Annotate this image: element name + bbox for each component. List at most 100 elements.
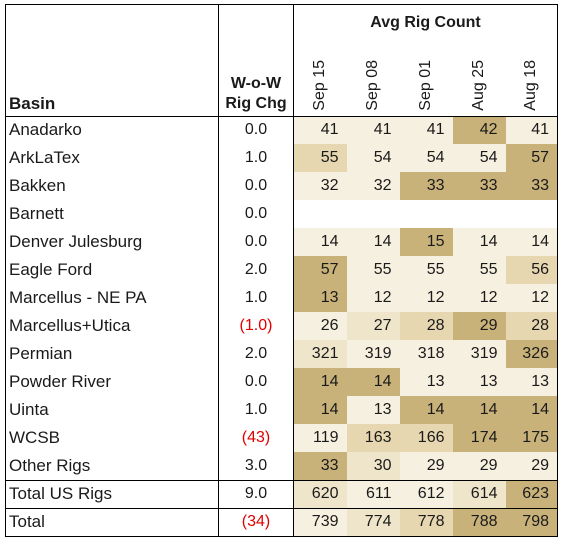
rig-count-cell: 14 (452, 396, 506, 424)
basin-name-cell: Anadarko (5, 115, 219, 144)
basin-name-cell: Marcellus+Utica (5, 312, 219, 340)
rig-count-cell: 174 (452, 424, 506, 452)
basin-name-cell: Barnett (5, 200, 219, 228)
table-row: Powder River 0.0 14 14 13 13 13 (5, 368, 558, 396)
rig-count-cell: 33 (399, 172, 453, 200)
wow-change-cell: 1.0 (218, 284, 294, 312)
rig-count-cell: 318 (399, 340, 453, 368)
rig-count-cell (399, 200, 453, 228)
rig-count-cell: 163 (346, 424, 400, 452)
rig-count-cell: 321 (293, 340, 347, 368)
table-row: ArkLaTex 1.0 55 54 54 54 57 (5, 144, 558, 172)
basin-name-cell: WCSB (5, 424, 219, 452)
rig-count-table: Basin W-o-W Rig Chg Avg Rig Count Sep 15… (5, 4, 558, 537)
rig-count-cell: 13 (505, 368, 558, 396)
basin-name-cell: Powder River (5, 368, 219, 396)
table-row: Eagle Ford 2.0 57 55 55 55 56 (5, 256, 558, 284)
rig-count-cell (452, 200, 506, 228)
rig-count-cell: 26 (293, 312, 347, 340)
rig-count-cell: 166 (399, 424, 453, 452)
rig-count-cell (293, 200, 347, 228)
rig-count-cell: 33 (293, 452, 347, 480)
table-row: Barnett 0.0 (5, 200, 558, 228)
week-label: Aug 25 (470, 59, 487, 111)
table-row: Total (34) 739 774 778 788 798 (5, 507, 558, 537)
rig-count-cell: 28 (399, 312, 453, 340)
rig-count-cell: 55 (293, 144, 347, 172)
week-header-sep-08: Sep 08 (347, 43, 400, 117)
table-row: Marcellus+Utica (1.0) 26 27 28 29 28 (5, 312, 558, 340)
rig-count-cell: 774 (346, 507, 400, 537)
rig-count-cell: 41 (505, 115, 558, 144)
basin-name-cell: Denver Julesburg (5, 228, 219, 256)
basin-name-cell: Total US Rigs (5, 479, 219, 508)
rig-count-cell: 788 (452, 507, 506, 537)
week-label: Sep 15 (311, 59, 329, 111)
basin-name-cell: Other Rigs (5, 452, 219, 480)
table-row: Uinta 1.0 14 13 14 14 14 (5, 396, 558, 424)
week-header-aug-25: Aug 25 (453, 43, 506, 117)
wow-header-line1: W-o-W (230, 74, 282, 92)
rig-count-cell: 29 (399, 452, 453, 480)
rig-count-cell: 54 (452, 144, 506, 172)
rig-count-cell: 175 (505, 424, 558, 452)
rig-count-cell: 30 (346, 452, 400, 480)
wow-change-cell: (34) (218, 507, 294, 537)
rig-count-cell: 57 (293, 256, 347, 284)
rig-count-cell: 119 (293, 424, 347, 452)
rig-count-cell (505, 200, 558, 228)
week-label: Sep 01 (417, 59, 434, 111)
rig-count-cell: 29 (452, 452, 506, 480)
rig-count-cell: 620 (293, 479, 347, 508)
week-header-sep-15: Sep 15 (294, 43, 347, 117)
rig-count-cell: 12 (452, 284, 506, 312)
rig-count-cell: 14 (399, 396, 453, 424)
wow-change-cell: 1.0 (218, 396, 294, 424)
rig-count-cell: 12 (505, 284, 558, 312)
rig-count-cell: 33 (452, 172, 506, 200)
rig-count-cell: 42 (452, 115, 506, 144)
rig-count-cell: 13 (346, 396, 400, 424)
rig-count-cell: 55 (346, 256, 400, 284)
rig-count-cell (346, 200, 400, 228)
basin-name-cell: Uinta (5, 396, 219, 424)
rig-count-cell: 14 (452, 228, 506, 256)
wow-change-cell: 3.0 (218, 452, 294, 480)
basin-name-cell: Bakken (5, 172, 219, 200)
wow-change-cell: 2.0 (218, 340, 294, 368)
week-header-aug-18: Aug 18 (505, 42, 558, 116)
rig-count-cell: 13 (293, 284, 347, 312)
wow-rig-change-header: W-o-W Rig Chg (218, 4, 294, 116)
rig-count-cell: 56 (505, 256, 558, 284)
rig-count-cell: 41 (399, 115, 453, 144)
rig-count-cell: 614 (452, 479, 506, 508)
rig-count-cell: 778 (399, 507, 453, 537)
rig-count-cell: 739 (293, 507, 347, 537)
rig-count-cell: 12 (346, 284, 400, 312)
wow-change-cell: (43) (218, 424, 294, 452)
avg-rig-count-header: Avg Rig Count (293, 4, 558, 43)
week-header-sep-01: Sep 01 (400, 43, 453, 117)
wow-change-cell: 0.0 (218, 172, 294, 200)
rig-count-table-container: Basin W-o-W Rig Chg Avg Rig Count Sep 15… (5, 4, 558, 537)
rig-count-cell: 27 (346, 312, 400, 340)
week-label: Aug 18 (522, 59, 540, 111)
rig-count-cell: 798 (505, 507, 558, 537)
rig-count-cell: 14 (293, 396, 347, 424)
basin-name-cell: Permian (5, 340, 219, 368)
table-row: Bakken 0.0 32 32 33 33 33 (5, 172, 558, 200)
rig-count-cell: 41 (346, 115, 400, 144)
rig-count-cell: 611 (346, 479, 400, 508)
table-row: Marcellus - NE PA 1.0 13 12 12 12 12 (5, 284, 558, 312)
rig-count-cell: 12 (399, 284, 453, 312)
rig-count-cell: 319 (452, 340, 506, 368)
rig-count-cell: 32 (293, 172, 347, 200)
table-row: Other Rigs 3.0 33 30 29 29 29 (5, 452, 558, 480)
rig-count-cell: 54 (399, 144, 453, 172)
basin-name-cell: Marcellus - NE PA (5, 284, 219, 312)
rig-count-cell: 612 (399, 479, 453, 508)
rig-count-cell: 33 (505, 172, 558, 200)
wow-change-cell: 1.0 (218, 144, 294, 172)
rig-count-cell: 55 (399, 256, 453, 284)
wow-change-cell: 0.0 (218, 368, 294, 396)
